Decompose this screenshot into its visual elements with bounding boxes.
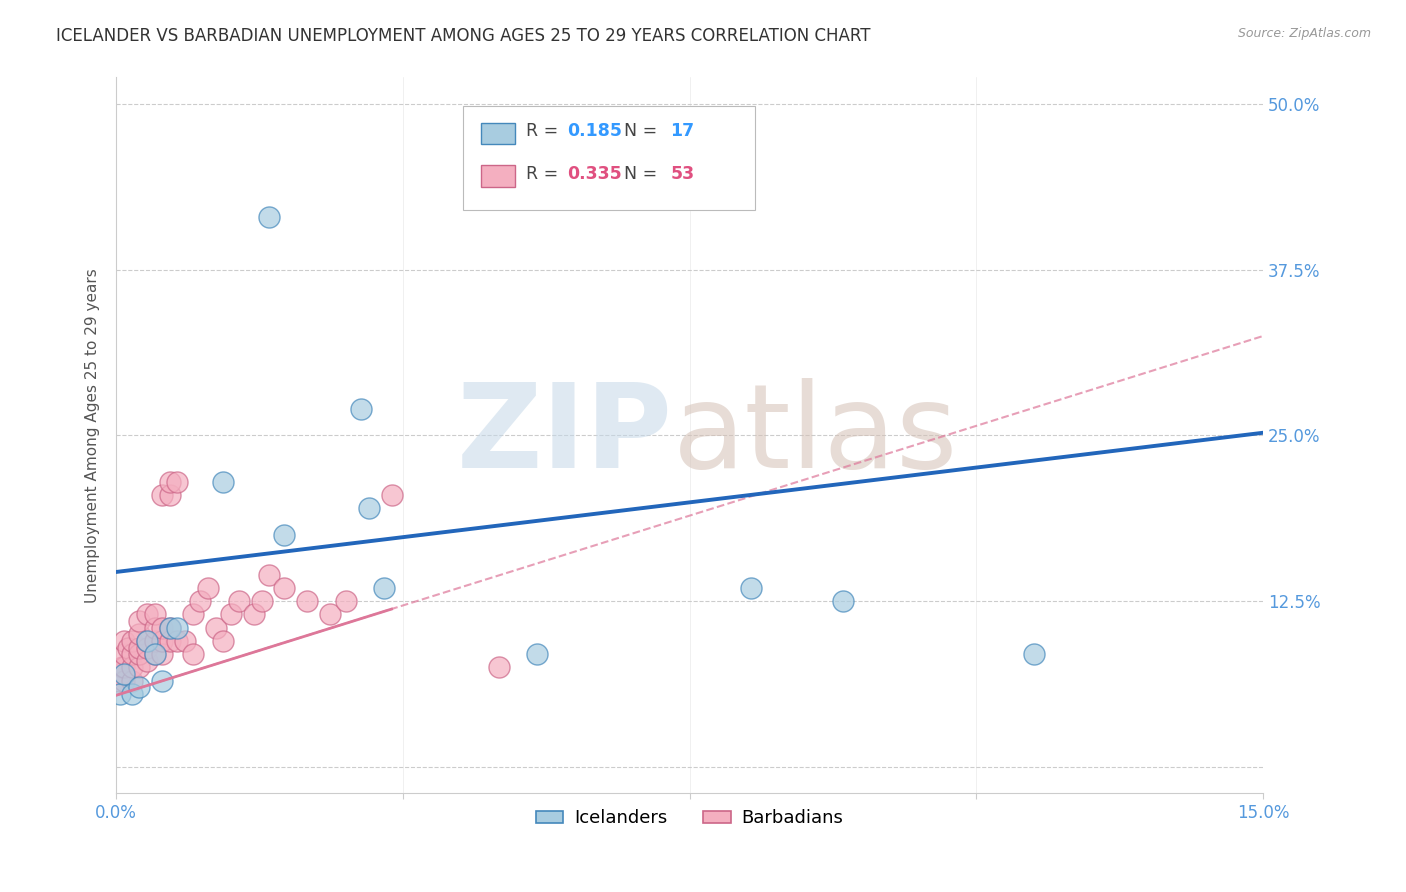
Point	[135, 640, 157, 655]
Point	[143, 633, 166, 648]
Point	[273, 528, 295, 542]
Point	[488, 660, 510, 674]
Text: N =: N =	[613, 165, 662, 183]
Point	[143, 647, 166, 661]
Point	[350, 401, 373, 416]
Text: 17: 17	[671, 122, 695, 140]
Point	[128, 681, 150, 695]
Point	[204, 621, 226, 635]
Point	[380, 488, 402, 502]
Point	[128, 627, 150, 641]
Point	[112, 667, 135, 681]
Point	[831, 594, 853, 608]
Point	[273, 581, 295, 595]
Y-axis label: Unemployment Among Ages 25 to 29 years: Unemployment Among Ages 25 to 29 years	[86, 268, 100, 603]
Point	[121, 673, 143, 688]
Text: ICELANDER VS BARBADIAN UNEMPLOYMENT AMONG AGES 25 TO 29 YEARS CORRELATION CHART: ICELANDER VS BARBADIAN UNEMPLOYMENT AMON…	[56, 27, 870, 45]
Point	[319, 607, 342, 622]
Text: 0.185: 0.185	[567, 122, 621, 140]
Point	[121, 633, 143, 648]
Point	[128, 614, 150, 628]
Point	[143, 647, 166, 661]
Point	[150, 488, 173, 502]
Point	[335, 594, 357, 608]
Text: 0.335: 0.335	[567, 165, 621, 183]
Point	[143, 621, 166, 635]
Point	[250, 594, 273, 608]
Point	[357, 501, 380, 516]
Point	[526, 647, 548, 661]
Point	[166, 621, 188, 635]
Point	[297, 594, 319, 608]
Point	[135, 633, 157, 648]
Point	[108, 667, 131, 681]
Point	[111, 660, 134, 674]
Point	[174, 633, 197, 648]
Point	[128, 660, 150, 674]
Point	[121, 660, 143, 674]
Point	[143, 607, 166, 622]
Point	[197, 581, 219, 595]
Point	[135, 607, 157, 622]
Point	[228, 594, 250, 608]
Text: N =: N =	[613, 122, 662, 140]
Point	[181, 647, 204, 661]
Point	[150, 621, 173, 635]
Text: R =: R =	[526, 122, 564, 140]
Point	[112, 633, 135, 648]
Point	[190, 594, 212, 608]
Point	[257, 210, 280, 224]
Point	[112, 647, 135, 661]
Point	[135, 633, 157, 648]
Legend: Icelanders, Barbadians: Icelanders, Barbadians	[529, 802, 851, 834]
Text: ZIP: ZIP	[457, 378, 672, 493]
Text: 53: 53	[671, 165, 695, 183]
Point	[128, 647, 150, 661]
Point	[166, 633, 188, 648]
Point	[108, 687, 131, 701]
Point	[212, 633, 235, 648]
Point	[121, 647, 143, 661]
Point	[212, 475, 235, 489]
Point	[112, 660, 135, 674]
Point	[107, 673, 129, 688]
Point	[150, 673, 173, 688]
Point	[219, 607, 242, 622]
Point	[159, 621, 181, 635]
Point	[740, 581, 762, 595]
Point	[128, 640, 150, 655]
FancyBboxPatch shape	[463, 106, 755, 210]
Point	[373, 581, 395, 595]
Point	[159, 488, 181, 502]
Point	[159, 621, 181, 635]
Point	[112, 673, 135, 688]
Point	[166, 475, 188, 489]
Point	[135, 654, 157, 668]
Text: atlas: atlas	[672, 378, 957, 493]
FancyBboxPatch shape	[481, 122, 516, 144]
Point	[121, 687, 143, 701]
Point	[150, 633, 173, 648]
Point	[1022, 647, 1045, 661]
Point	[181, 607, 204, 622]
Point	[257, 567, 280, 582]
Point	[159, 633, 181, 648]
Point	[117, 640, 139, 655]
Text: R =: R =	[526, 165, 564, 183]
FancyBboxPatch shape	[481, 166, 516, 187]
Text: Source: ZipAtlas.com: Source: ZipAtlas.com	[1237, 27, 1371, 40]
Point	[243, 607, 266, 622]
Point	[159, 475, 181, 489]
Point	[150, 647, 173, 661]
